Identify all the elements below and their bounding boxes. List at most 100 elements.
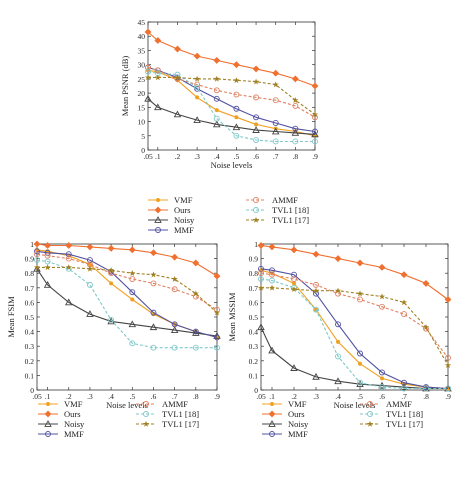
x-tick-label: .9 — [312, 152, 318, 161]
marker-s0-p3 — [87, 262, 92, 267]
marker-slegend5-p0 — [143, 411, 149, 417]
marker-s4-p7 — [272, 97, 279, 104]
y-tick-label: 0.3 — [25, 342, 35, 351]
marker-s2-p3 — [312, 372, 320, 380]
y-tick-label: 0.2 — [249, 357, 259, 366]
y-tick-label: 0.5 — [25, 313, 35, 322]
marker-s1-p1 — [268, 243, 276, 251]
marker-s3-p8 — [192, 328, 199, 335]
y-tick-label: 5 — [141, 132, 145, 141]
x-tick-label: .6 — [253, 152, 259, 161]
x-tick-label: .4 — [108, 392, 114, 401]
marker-s2-p7 — [271, 127, 280, 135]
y-tick-label: 0.4 — [25, 328, 35, 337]
marker-s0-p4 — [214, 108, 219, 113]
marker-s3-p7 — [171, 321, 178, 328]
marker-s4-p2 — [65, 255, 72, 262]
marker-s4-p7 — [401, 311, 407, 318]
legend-label-0: VMF — [288, 399, 307, 409]
series-line-5 — [147, 71, 315, 143]
series-line-3 — [36, 250, 218, 338]
x-tick-label: .05 — [143, 152, 153, 161]
marker-s5-p5 — [233, 132, 240, 139]
plot-frame — [36, 243, 218, 391]
marker-s1-p9 — [444, 296, 452, 303]
marker-s0-p3 — [195, 95, 200, 100]
marker-s5-p6 — [150, 344, 157, 351]
series-line-1 — [260, 244, 449, 300]
marker-s1-p6 — [378, 263, 386, 271]
marker-s1-p2 — [174, 45, 181, 53]
legend-label-1: Ours — [174, 205, 191, 215]
marker-s1-p4 — [213, 56, 221, 64]
marker-s2-p8 — [291, 129, 300, 136]
marker-s5-p7 — [171, 344, 178, 351]
y-tick-label: 45 — [138, 18, 146, 27]
marker-slegend0-p0 — [46, 402, 50, 406]
legend-label-5: TVL1 [18] — [272, 205, 309, 215]
series-line-0 — [147, 69, 316, 137]
marker-slegend4-p0 — [367, 401, 373, 407]
x-tick-label: .4 — [335, 392, 341, 401]
y-tick-label: 0.5 — [249, 313, 259, 322]
marker-s2-p4 — [334, 377, 342, 385]
marker-s5-p5 — [357, 379, 363, 386]
marker-s1-p9 — [311, 82, 319, 90]
marker-s0-p5 — [130, 297, 135, 302]
marker-s4-p7 — [171, 286, 178, 293]
series-line-1 — [147, 31, 316, 87]
legend-label-6: TVL1 [17] — [386, 419, 423, 429]
series-line-4 — [147, 66, 316, 118]
marker-s1-p7 — [400, 271, 408, 279]
marker-s3-p9 — [214, 334, 220, 341]
marker-s1-p3 — [193, 52, 201, 60]
marker-s2-p5 — [232, 123, 241, 131]
marker-s2-p1 — [154, 103, 162, 111]
marker-s0-p6 — [380, 376, 384, 381]
marker-slegend3-p0 — [45, 431, 51, 437]
marker-s1-p8 — [422, 279, 430, 287]
marker-slegend2-p0 — [154, 216, 162, 223]
marker-s2-p2 — [290, 364, 298, 371]
marker-slegend1-p0 — [44, 410, 52, 418]
legend-label-2: Noisy — [288, 419, 309, 429]
y-tick-label: 0.7 — [249, 284, 259, 293]
x-tick-label: .05 — [32, 392, 42, 401]
marker-s2-p7 — [170, 326, 179, 333]
marker-s6-p6 — [150, 271, 157, 278]
y-tick-label: 0 — [141, 146, 145, 155]
marker-s2-p0 — [257, 323, 265, 331]
marker-s1-p5 — [356, 259, 364, 267]
marker-s2-p6 — [252, 126, 260, 133]
marker-s3-p8 — [292, 125, 299, 132]
marker-s1-p2 — [290, 246, 298, 254]
legend-label-3: MMF — [174, 225, 194, 235]
marker-s1-p7 — [171, 253, 179, 261]
marker-s5-p8 — [423, 385, 429, 392]
marker-s4-p0 — [145, 64, 151, 71]
x-tick-label: .9 — [445, 392, 451, 401]
marker-s2-p2 — [173, 110, 182, 118]
legend-label-3: MMF — [288, 429, 308, 439]
legend-label-4: AMMF — [386, 399, 412, 409]
y-tick-label: 0.9 — [249, 255, 259, 264]
x-tick-label: .4 — [214, 152, 220, 161]
marker-s3-p4 — [335, 321, 341, 328]
marker-s4-p5 — [233, 91, 240, 98]
x-tick-label: .3 — [87, 392, 93, 401]
x-tick-label: .05 — [256, 392, 266, 401]
y-tick-label: 30 — [138, 61, 146, 70]
marker-s4-p1 — [44, 252, 51, 259]
x-tick-label: .1 — [45, 392, 51, 401]
marker-s5-p4 — [335, 353, 341, 360]
marker-slegend5-p0 — [253, 207, 259, 213]
marker-slegend1-p0 — [154, 206, 162, 214]
y-tick-label: 0.7 — [25, 284, 35, 293]
marker-s2-p1 — [43, 280, 52, 288]
x-tick-label: .8 — [423, 392, 429, 401]
y-tick-label: 0 — [254, 386, 258, 395]
marker-s2-p1 — [268, 346, 276, 354]
marker-s1-p8 — [192, 259, 200, 267]
